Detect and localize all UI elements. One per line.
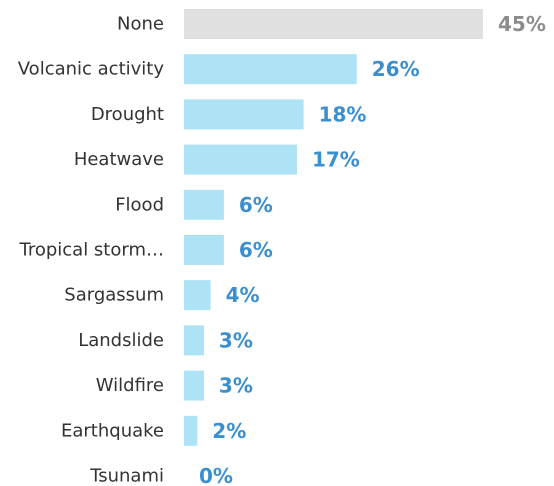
- value-label: 17%: [312, 148, 360, 172]
- bar: [184, 370, 204, 401]
- category-label: Flood: [115, 194, 164, 215]
- bar: [184, 189, 224, 220]
- bar: [184, 415, 198, 446]
- value-label: 45%: [498, 12, 546, 36]
- category-label: Volcanic activity: [18, 59, 165, 80]
- category-label: Heatwave: [74, 149, 164, 170]
- category-label: Tsunami: [89, 466, 164, 486]
- bar: [184, 54, 357, 85]
- value-label: 0%: [199, 464, 233, 486]
- bar: [184, 99, 304, 130]
- value-label: 2%: [212, 419, 246, 443]
- bar: [184, 280, 211, 311]
- category-label: Wildfire: [96, 375, 164, 396]
- category-label: Drought: [91, 104, 164, 125]
- bar: [184, 235, 224, 265]
- category-label: Tropical storm…: [18, 240, 164, 261]
- value-label: 3%: [219, 374, 253, 398]
- category-label: Earthquake: [61, 420, 164, 441]
- value-label: 3%: [219, 328, 253, 352]
- value-label: 6%: [239, 238, 273, 262]
- value-label: 18%: [319, 102, 367, 126]
- bar: [184, 144, 297, 175]
- value-label: 6%: [239, 193, 273, 217]
- category-label: None: [117, 14, 164, 35]
- bar: [184, 325, 204, 356]
- category-label: Landslide: [78, 330, 164, 351]
- value-label: 26%: [372, 57, 420, 81]
- value-label: 4%: [226, 283, 260, 307]
- category-label: Sargassum: [64, 285, 164, 306]
- bar: [184, 9, 483, 39]
